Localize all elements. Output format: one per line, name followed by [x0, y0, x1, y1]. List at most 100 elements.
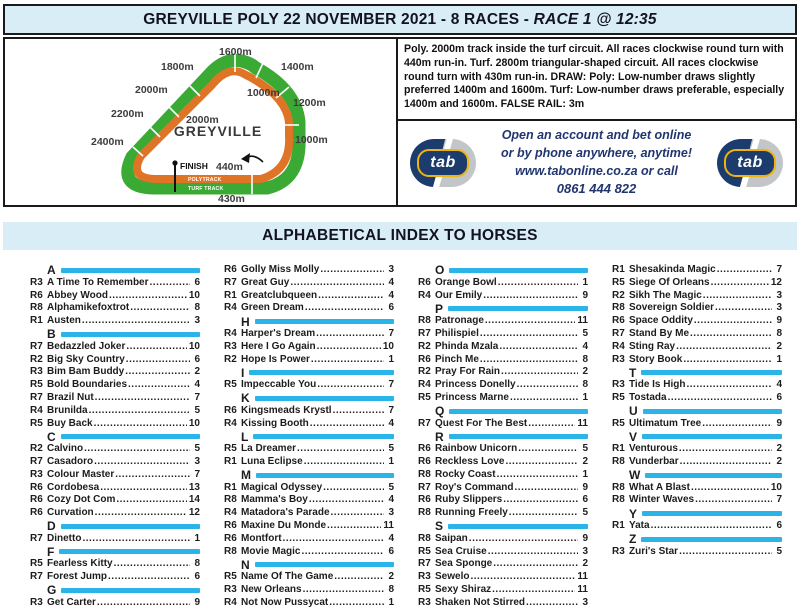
horse-number: 6	[388, 302, 394, 314]
horse-number: 10	[770, 481, 782, 493]
horse-name: Princess Donelly	[435, 379, 516, 391]
dot-leader: ........................................…	[503, 494, 578, 506]
horse-number: 6	[194, 353, 200, 365]
horse-number: 4	[388, 417, 394, 429]
dot-leader: ........................................…	[113, 558, 190, 570]
distance-ticks	[132, 53, 299, 194]
horse-name: Get Carter	[47, 596, 96, 608]
letter-divider-bar	[60, 523, 200, 529]
race-number: R1	[224, 289, 237, 301]
horse-index-entry: R5 Bold Boundaries.......................…	[30, 379, 200, 392]
dot-leader: ........................................…	[100, 481, 187, 493]
index-letter-row: S	[418, 519, 588, 533]
advert-line-3: www.tabonline.co.za or call	[515, 163, 678, 178]
horse-index-entry: R5 Sexy Shiraz...........................…	[418, 584, 588, 597]
horse-number: 11	[577, 571, 588, 583]
horse-number: 7	[388, 379, 394, 391]
race-number: R8	[612, 494, 625, 506]
horse-number: 3	[582, 596, 588, 608]
dot-leader: ........................................…	[516, 379, 578, 391]
horse-name: Not Now Pussycat	[241, 596, 329, 608]
horse-number: 2	[776, 443, 782, 455]
horse-name: Our Emily	[435, 289, 483, 301]
horse-index-entry: R7 Casadoro..............................…	[30, 456, 200, 469]
horse-name: Stand By Me	[629, 327, 690, 339]
race-number: R5	[30, 379, 43, 391]
race-number: R8	[30, 302, 43, 314]
horse-name: Movie Magic	[241, 545, 301, 557]
race-number: R2	[418, 366, 431, 378]
race-number: R5	[30, 558, 43, 570]
dot-leader: ........................................…	[492, 583, 575, 595]
horse-name: Matadora's Parade	[241, 507, 330, 519]
horse-number: 5	[388, 481, 394, 493]
horse-index-entry: R8 Patronage.............................…	[418, 315, 588, 328]
race-number: R6	[224, 404, 237, 416]
horse-number: 1	[582, 391, 588, 403]
horse-index-entry: R3 Shaken Not Stirred....................…	[418, 597, 588, 610]
horse-number: 3	[194, 455, 200, 467]
tab-logo-pill: tab	[417, 149, 469, 177]
index-letter-row: G	[30, 583, 200, 597]
race-number: R1	[30, 315, 43, 327]
horse-name: Shaken Not Stirred	[435, 596, 526, 608]
horse-number: 1	[776, 353, 782, 365]
dot-leader: ........................................…	[690, 481, 769, 493]
index-letter: I	[241, 365, 245, 380]
dot-leader: ........................................…	[679, 455, 772, 467]
race-number: R5	[30, 417, 43, 429]
horse-name: Bold Boundaries	[47, 379, 128, 391]
letter-divider-bar	[448, 306, 588, 312]
page-title: GREYVILLE POLY 22 NOVEMBER 2021 - 8 RACE…	[143, 11, 656, 29]
dot-leader: ........................................…	[695, 494, 772, 506]
horse-index-entry: R4 Matadora's Parade.....................…	[224, 507, 394, 520]
horse-index-entry: R1 Yata..................................…	[612, 520, 782, 533]
dot-leader: ........................................…	[487, 545, 578, 557]
horse-name: Austen	[47, 315, 81, 327]
dot-leader: ........................................…	[496, 468, 578, 480]
horse-index-entry: R6 Space Oddity..........................…	[612, 315, 782, 328]
race-number: R8	[418, 507, 431, 519]
index-column-4: R1 Shesakinda Magic......................…	[612, 264, 782, 610]
horse-index-entry: R3 Colour Master.........................…	[30, 469, 200, 482]
horse-name: Siege Of Orleans	[629, 276, 710, 288]
horse-number: 6	[582, 494, 588, 506]
index-column-2: R6 Golly Miss Molly......................…	[224, 264, 394, 610]
letter-divider-bar	[61, 587, 200, 593]
dot-leader: ........................................…	[479, 353, 578, 365]
horse-index-entry: R8 Movie Magic...........................…	[224, 546, 394, 559]
race-number: R4	[224, 302, 237, 314]
race-number: R5	[612, 276, 625, 288]
index-letter: Q	[435, 404, 445, 419]
horse-name: Ultimatum Tree	[629, 417, 702, 429]
dot-leader: ........................................…	[297, 443, 384, 455]
dot-leader: ........................................…	[702, 289, 772, 301]
horse-number: 2	[582, 455, 588, 467]
horse-name: Tostada	[629, 391, 667, 403]
horse-number: 1	[388, 455, 394, 467]
horse-name: Roy's Command	[435, 481, 514, 493]
horse-name: Curvation	[47, 507, 94, 519]
horse-name: Casadoro	[47, 455, 94, 467]
horse-index-entry: R7 Great Guy.............................…	[224, 277, 394, 290]
index-letter: V	[629, 429, 638, 444]
marker-2400m: 2400m	[91, 136, 124, 148]
page-header: GREYVILLE POLY 22 NOVEMBER 2021 - 8 RACE…	[3, 4, 797, 35]
horse-name: Brunilda	[47, 404, 88, 416]
horse-index-entry: R7 Brazil Nut............................…	[30, 392, 200, 405]
dot-leader: ........................................…	[130, 302, 190, 314]
horse-number: 4	[388, 494, 394, 506]
horse-index-entry: R4 Our Emily.............................…	[418, 290, 588, 303]
horse-index-entry: R5 Ultimatum Tree........................…	[612, 418, 782, 431]
track-notes-box: Poly. 2000m track inside the turf circui…	[396, 37, 797, 121]
horse-name: Buy Back	[47, 417, 93, 429]
race-number: R7	[30, 391, 43, 403]
index-letter: A	[47, 263, 56, 278]
horse-index-entry: R6 Ruby Slippers.........................…	[418, 494, 588, 507]
horse-name: Big Sky Country	[47, 353, 125, 365]
letter-divider-bar	[641, 536, 782, 542]
race-number: R2	[612, 289, 625, 301]
horse-index-entry: R5 Impeccable You........................…	[224, 379, 394, 392]
horse-index-entry: R5 Tostada...............................…	[612, 392, 782, 405]
index-letter-row: F	[30, 545, 200, 559]
